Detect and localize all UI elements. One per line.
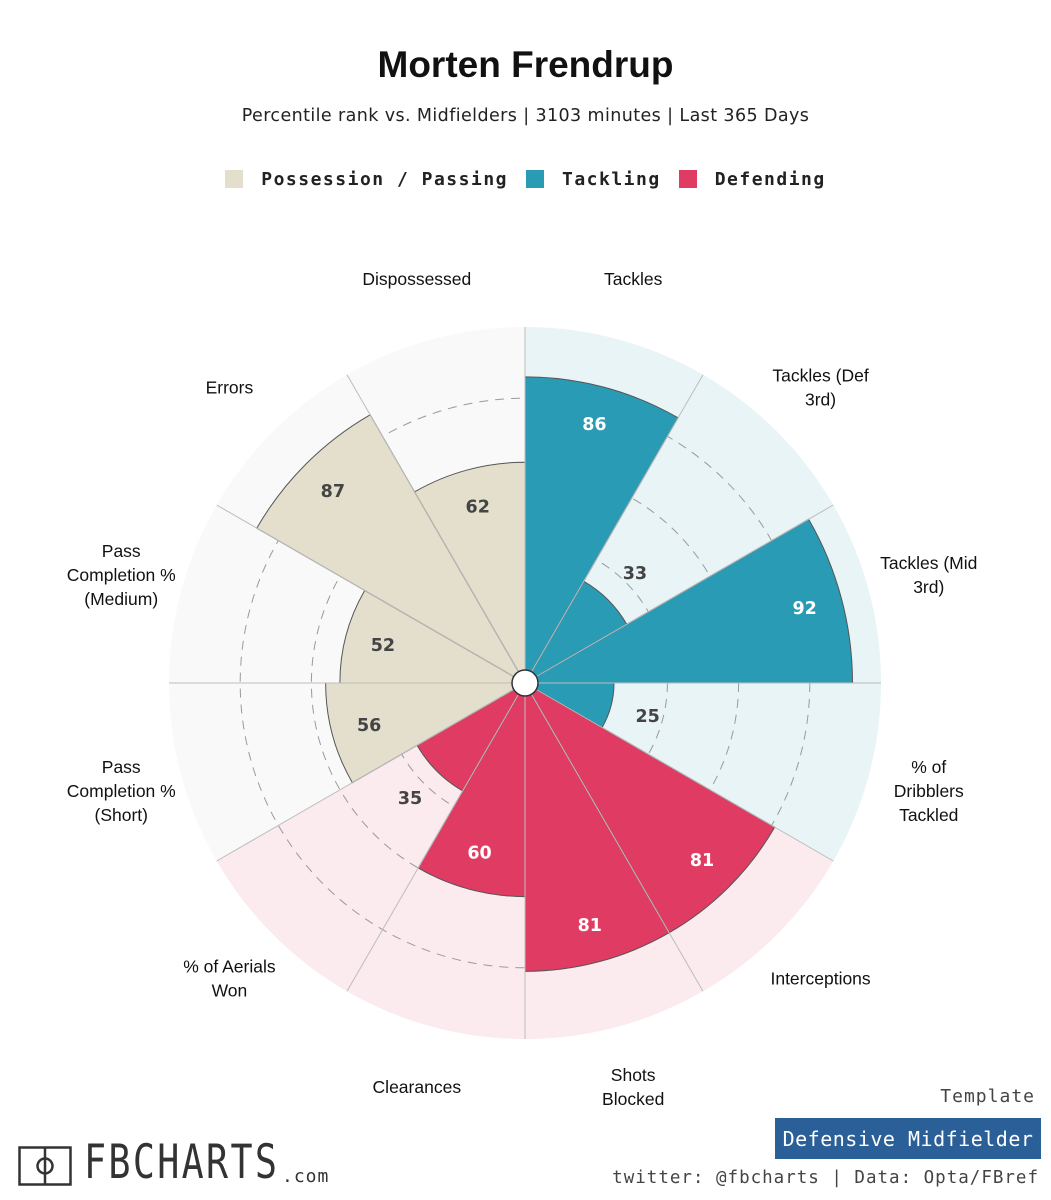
bar-4 bbox=[523, 681, 776, 934]
category-label-4: Interceptions bbox=[770, 969, 870, 989]
value-label-1: 33 bbox=[623, 564, 647, 584]
center-hole bbox=[511, 669, 539, 697]
value-label-5: 81 bbox=[578, 916, 602, 936]
spoke-line bbox=[524, 504, 834, 684]
legend: Possession / Passing Tackling Defending bbox=[0, 166, 1051, 192]
spoke-line bbox=[216, 504, 526, 684]
bar-9 bbox=[339, 589, 527, 684]
legend-swatch-tackling bbox=[526, 170, 544, 188]
category-label-3: % of Dribblers Tackled bbox=[894, 757, 964, 825]
spoke-line bbox=[216, 682, 526, 862]
category-label-1: Tackles (Def 3rd) bbox=[772, 365, 868, 409]
bar-10 bbox=[256, 414, 527, 685]
bar-5 bbox=[524, 681, 670, 972]
value-label-4: 81 bbox=[690, 851, 714, 871]
legend-swatch-possession bbox=[225, 170, 244, 188]
bar-6 bbox=[417, 681, 526, 898]
value-label-3: 25 bbox=[635, 707, 659, 727]
legend-label-possession: Possession / Passing bbox=[261, 168, 508, 190]
spoke-line bbox=[524, 374, 704, 684]
value-label-9: 52 bbox=[371, 636, 395, 656]
fbcharts-logo: FBCHARTS .com bbox=[18, 1135, 334, 1190]
spoke-line bbox=[346, 374, 526, 684]
category-label-10: Errors bbox=[206, 377, 254, 397]
category-label-2: Tackles (Mid 3rd) bbox=[880, 553, 977, 597]
template-badge: Defensive Midfielder bbox=[775, 1118, 1041, 1159]
legend-label-defending: Defending bbox=[714, 168, 826, 190]
category-label-6: Clearances bbox=[373, 1077, 462, 1097]
template-label: Template bbox=[940, 1086, 1035, 1107]
category-label-8: Pass Completion % (Short) bbox=[67, 757, 176, 825]
value-label-8: 56 bbox=[357, 716, 381, 736]
credit-line: twitter: @fbcharts | Data: Opta/FBref bbox=[612, 1168, 1039, 1188]
bar-11 bbox=[413, 461, 526, 685]
legend-label-tackling: Tackling bbox=[562, 168, 661, 190]
chart-title: Morten Frendrup bbox=[377, 44, 674, 85]
value-label-2: 92 bbox=[792, 599, 816, 619]
bar-2 bbox=[523, 518, 854, 684]
value-label-6: 60 bbox=[467, 844, 491, 864]
category-label-9: Pass Completion % (Medium) bbox=[67, 541, 176, 609]
category-label-0: Tackles bbox=[604, 269, 663, 289]
bar-0 bbox=[524, 376, 679, 685]
legend-swatch-defending bbox=[678, 170, 697, 188]
legend-item-defending: Defending bbox=[678, 168, 826, 190]
value-label-11: 62 bbox=[466, 498, 490, 518]
category-label-5: Shots Blocked bbox=[602, 1065, 664, 1109]
pitch-icon bbox=[18, 1146, 72, 1186]
category-label-7: % of Aerials Won bbox=[183, 957, 276, 1001]
sector-background bbox=[525, 683, 881, 861]
category-label-11: Dispossessed bbox=[362, 269, 471, 289]
bar-8 bbox=[325, 682, 527, 784]
legend-item-tackling: Tackling bbox=[526, 169, 661, 190]
spoke-line bbox=[346, 682, 526, 992]
legend-item-possession: Possession / Passing bbox=[225, 169, 508, 190]
chart-subtitle: Percentile rank vs. Midfielders | 3103 m… bbox=[241, 106, 810, 126]
spoke-line bbox=[524, 682, 834, 862]
value-label-10: 87 bbox=[321, 482, 345, 502]
logo-text: FBCHARTS bbox=[84, 1135, 280, 1190]
logo-suffix: .com bbox=[282, 1166, 330, 1187]
value-label-0: 86 bbox=[582, 415, 606, 435]
value-label-7: 35 bbox=[398, 789, 422, 809]
spoke-line bbox=[524, 682, 704, 992]
